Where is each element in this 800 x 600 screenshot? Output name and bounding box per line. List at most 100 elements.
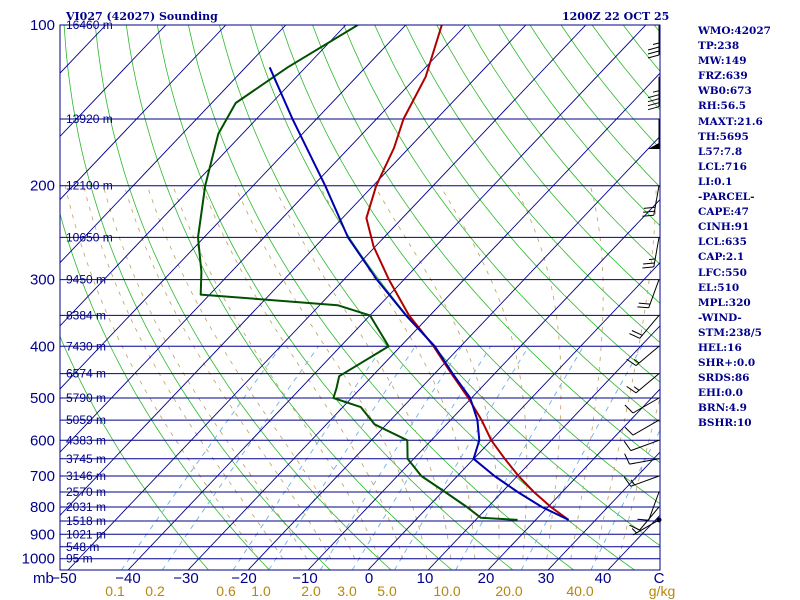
isotherm [60,25,347,327]
temperature-tick-label: 30 [538,570,555,587]
pressure-tick-label: 300 [30,272,55,289]
pressure-tick-label: 1000 [22,551,55,568]
temperature-unit: C [654,570,665,587]
height-label: 95 m [66,552,93,566]
chart-grid [60,25,660,570]
moist-adiabat [374,185,500,559]
stat-item: FRZ:639 [698,70,748,83]
stats-panel: WMO:42027 TP:238 MW:149 FRZ:639 WB0:673 RH:56… [698,24,798,432]
wind-barb [623,475,660,487]
chart-series [197,25,570,521]
stat-item: TH:5695 [698,130,749,143]
temperature-tick-label: −50 [51,570,76,587]
dry-adiabat [188,25,574,570]
height-label: 5790 m [66,391,106,405]
temperature-tick-label: 0 [365,570,373,587]
stat-item: -WIND- [698,311,742,324]
stat-item: MPL:320 [698,296,751,309]
stat-item: MW:149 [698,55,747,68]
dry-adiabat [436,25,660,304]
wind-barb [648,119,660,149]
mixing-ratio-tick-label: 10.0 [433,583,460,599]
dry-adiabat [60,212,270,570]
height-label: 1518 m [66,514,106,528]
isotherm [60,25,287,264]
isotherm [60,25,167,138]
mixing-ratio-line [268,346,416,570]
wind-barb [642,237,660,269]
dry-adiabat [250,25,660,546]
wind-barb [623,439,660,452]
moist-adiabat [514,185,562,559]
height-label: 5059 m [66,413,106,427]
isotherm [60,25,227,201]
wind-barb [647,25,660,59]
mixing-ratio-unit: g/kg [649,583,675,599]
height-label: 2031 m [66,500,106,514]
dry-adiabat [312,25,660,464]
moist-adiabat [64,185,260,559]
isotherm [60,25,407,390]
sounding-time: 1200Z 22 OCT 25 [562,10,669,23]
stat-item: WMO:42027 [698,25,771,37]
wind-barb [624,397,660,414]
mixing-ratio-tick-label: 0.2 [145,583,165,599]
dry-adiabat [281,25,660,505]
stat-item: TP:238 [698,40,740,53]
stat-item: CINH:91 [698,221,750,234]
temperature-tick-label: −40 [115,570,140,587]
stat-item: LCL:635 [698,236,747,249]
series-line-parcel [268,66,570,521]
stat-item: HEL:16 [698,341,742,354]
temperature-tick-label: 20 [478,570,495,587]
temperature-tick-label: 10 [417,570,434,587]
dry-adiabat [60,335,209,570]
height-label: 6574 m [66,367,106,381]
mixing-ratio-line [455,346,584,570]
stat-item: EL:510 [698,281,740,294]
isotherm [60,25,527,517]
wind-barb [624,453,660,465]
stat-item: LFC:550 [698,266,747,279]
wind-barb [624,419,660,436]
wind-barb [629,315,660,339]
height-label: 548 m [66,540,99,554]
temperature-tick-label: 40 [595,570,612,587]
temperature-tick-label: −10 [292,570,317,587]
height-label: 3745 m [66,452,106,466]
pressure-tick-label: 800 [30,499,55,516]
isotherm [487,388,660,570]
stat-item: CAPE:47 [698,206,749,219]
moist-adiabat [439,185,528,559]
height-label: 10650 m [66,230,113,244]
isotherm [547,451,660,570]
pressure-tick-label: 600 [30,432,55,449]
stat-item: BRN:4.9 [698,402,747,415]
mixing-ratio-tick-label: 0.1 [105,583,125,599]
mixing-ratio-line [319,346,463,570]
wind-barb [647,76,660,111]
temperature-tick-label: −20 [231,570,256,587]
mixing-ratio-tick-label: 5.0 [377,583,397,599]
height-label: 7430 m [66,339,106,353]
wind-barb [631,519,660,536]
pressure-tick-label: 400 [30,338,55,355]
stat-item: SHR+:0.0 [698,357,756,370]
dry-adiabat [467,25,660,265]
wind-barb [626,345,660,367]
wind-barb [637,279,660,309]
dry-adiabat [405,25,660,344]
wind-barb [626,373,660,394]
dry-adiabat [156,25,514,570]
pressure-tick-label: 900 [30,526,55,543]
mixing-ratio-tick-label: 2.0 [301,583,321,599]
stat-item: WB0:673 [698,85,752,98]
station-title: VI027 (42027) Sounding [65,10,218,23]
surface-wind-marker [656,517,662,523]
height-label: 8384 m [66,308,106,322]
temperature-tick-label: −30 [173,570,198,587]
stat-item: RH:56.5 [698,100,747,113]
height-label: 9450 m [66,273,106,287]
